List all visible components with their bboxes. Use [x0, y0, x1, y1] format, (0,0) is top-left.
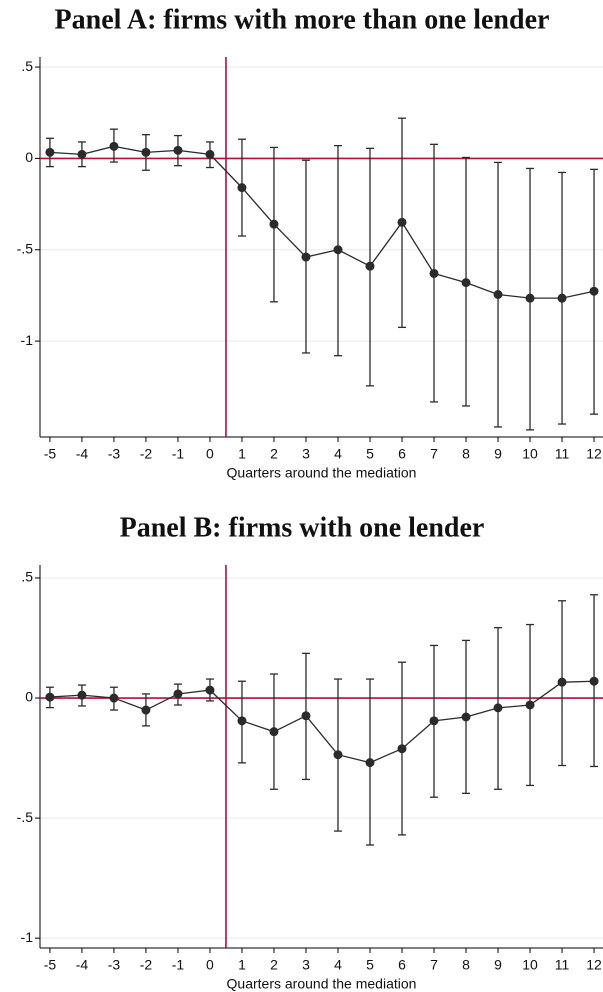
x-tick-label: 4	[334, 957, 342, 973]
y-tick-label: .5	[21, 569, 33, 585]
point	[493, 703, 503, 713]
x-tick-label: -4	[76, 957, 89, 973]
line	[49, 680, 595, 764]
x-tick-label: -2	[140, 957, 153, 973]
x-tick-label: 7	[430, 957, 438, 973]
point	[461, 278, 471, 288]
point	[45, 147, 55, 157]
point	[365, 758, 375, 768]
x-tick-label: 9	[494, 957, 502, 973]
x-tick-label: 3	[302, 446, 310, 462]
x-tick-label: -1	[172, 957, 185, 973]
x-tick-label: 12	[586, 957, 602, 973]
point	[77, 690, 87, 700]
point	[173, 145, 183, 155]
x-tick-label: 11	[555, 957, 570, 973]
y-tick-label: -.5	[17, 240, 34, 256]
x-tick-label: 6	[398, 957, 406, 973]
point	[109, 693, 119, 703]
x-tick-label: 6	[398, 446, 406, 462]
point	[333, 245, 343, 255]
x-tick-label: 1	[238, 446, 246, 462]
point	[589, 286, 599, 296]
x-tick-label: 8	[462, 957, 470, 973]
y-tick-label: -1	[21, 332, 34, 348]
point	[461, 712, 471, 722]
x-tick-label: 2	[270, 957, 278, 973]
point	[141, 147, 151, 157]
point	[173, 689, 183, 699]
point	[269, 727, 279, 737]
x-axis-label: Quarters around the mediation	[227, 465, 417, 481]
x-tick-label: 10	[522, 446, 538, 462]
point	[429, 268, 439, 278]
x-tick-label: -3	[108, 446, 121, 462]
point	[141, 705, 151, 715]
point	[333, 750, 343, 760]
x-tick-label: 11	[555, 446, 570, 462]
x-tick-label: 7	[430, 446, 438, 462]
point	[205, 685, 215, 695]
x-tick-label: -2	[140, 446, 153, 462]
y-tick-label: -1	[21, 929, 34, 945]
point	[525, 293, 535, 303]
x-tick-label: 5	[366, 446, 374, 462]
point	[429, 716, 439, 726]
x-tick-label: -4	[76, 446, 89, 462]
x-tick-label: -3	[108, 957, 121, 973]
x-tick-label: 2	[270, 446, 278, 462]
point	[365, 261, 375, 271]
x-tick-label: 0	[206, 957, 214, 973]
point	[589, 676, 599, 686]
point	[237, 716, 247, 726]
point	[493, 290, 503, 299]
point	[205, 149, 215, 159]
x-tick-label: 3	[302, 957, 310, 973]
point	[397, 217, 407, 227]
x-tick-label: 4	[334, 446, 342, 462]
chart-title: Panel A: firms with more than one lender	[55, 4, 550, 35]
x-axis-label: Quarters around the mediation	[227, 976, 417, 992]
x-tick-label: 10	[522, 957, 538, 973]
point	[397, 744, 407, 754]
x-tick-label: -1	[172, 446, 185, 462]
point	[557, 293, 567, 303]
point	[301, 252, 311, 262]
x-tick-label: -5	[44, 957, 57, 973]
line	[49, 145, 595, 299]
y-tick-label: .5	[21, 58, 33, 74]
x-tick-label: 12	[586, 446, 602, 462]
point	[525, 700, 535, 710]
x-tick-label: 9	[494, 446, 502, 462]
y-tick-label: 0	[25, 149, 33, 165]
point	[237, 183, 247, 193]
point	[45, 692, 55, 702]
chart-title: Panel B: firms with one lender	[120, 512, 485, 543]
x-tick-label: 1	[238, 957, 246, 973]
x-tick-label: -5	[44, 446, 57, 462]
x-tick-label: 5	[366, 957, 374, 973]
point	[77, 149, 87, 159]
point	[269, 219, 279, 229]
point	[557, 677, 567, 687]
x-tick-label: 0	[206, 446, 214, 462]
x-tick-label: 8	[462, 446, 470, 462]
y-tick-label: 0	[25, 689, 33, 705]
point	[301, 711, 311, 721]
y-tick-label: -.5	[17, 809, 34, 825]
point	[109, 141, 119, 151]
